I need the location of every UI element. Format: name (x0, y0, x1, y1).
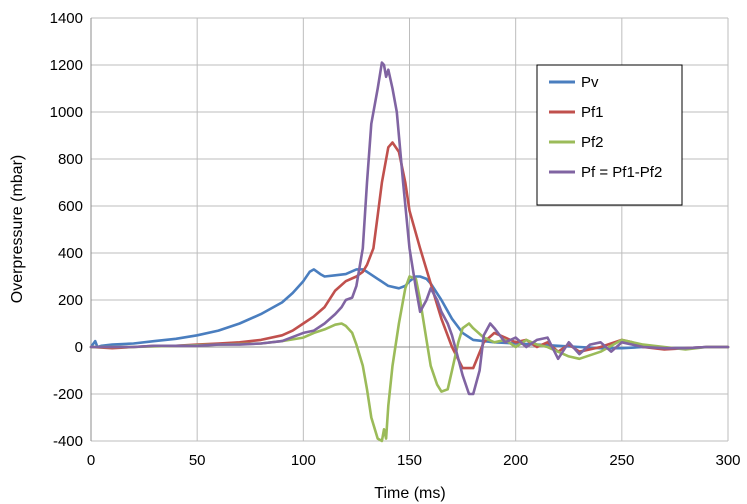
y-tick-label: 400 (58, 245, 83, 262)
y-tick-label: 600 (58, 198, 83, 215)
x-tick-label: 200 (503, 452, 528, 469)
y-tick-label: -200 (53, 386, 83, 403)
y-axis-title: Overpressure (mbar) (9, 155, 26, 303)
y-tick-label: 200 (58, 292, 83, 309)
y-tick-label: -400 (53, 433, 83, 450)
x-tick-label: 150 (397, 452, 422, 469)
legend-box (536, 64, 683, 206)
y-tick-label: 1400 (50, 10, 83, 27)
y-tick-label: 0 (75, 339, 83, 356)
x-tick-label: 50 (189, 452, 206, 469)
series-lines (89, 61, 730, 443)
y-tick-label: 1000 (50, 104, 83, 121)
series-line-3 (89, 275, 730, 443)
x-tick-label: 250 (609, 452, 634, 469)
x-tick-label: 100 (291, 452, 316, 469)
x-axis-title: Time (ms) (374, 485, 445, 502)
legend-label: Pf1 (581, 104, 604, 121)
legend-label: Pf2 (581, 134, 604, 151)
x-tick-label: 300 (715, 452, 740, 469)
series-line-4 (89, 61, 730, 396)
y-tick-label: 1200 (50, 57, 83, 74)
series-line-1 (89, 268, 730, 350)
legend-label: Pf = Pf1-Pf2 (581, 164, 662, 181)
legend-label: Pv (581, 74, 599, 91)
legend: Pv Pf1 Pf2 Pf = Pf1-Pf2 (536, 64, 683, 206)
y-tick-label: 800 (58, 151, 83, 168)
x-tick-label: 0 (87, 452, 95, 469)
tick-labels: -400 -200 0 200 400 600 800 1000 1200 1400 0 50 100 1… (50, 10, 741, 469)
